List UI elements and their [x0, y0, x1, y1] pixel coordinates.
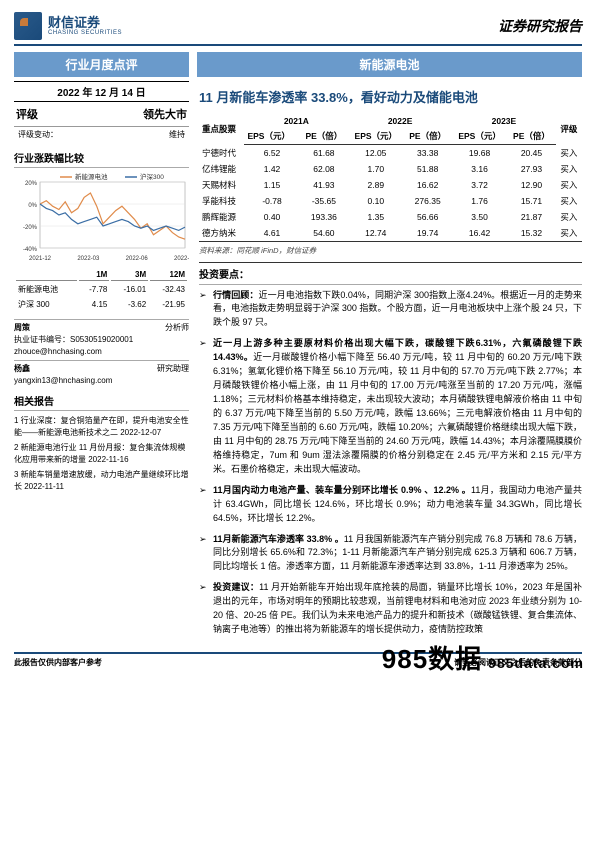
list-item: 1 行业深度：复合铜箔量产在即，提升电池安全性能——新能源电池新技术之二 202…: [14, 415, 189, 439]
logo-icon: [14, 12, 42, 40]
table-row: 天赐材料1.1541.932.8916.623.7212.90买入: [199, 177, 582, 193]
bullet-item: ➢近一月上游多种主要原材料价格出现大幅下跌，碳酸锂下跌6.31%，六氟磷酸锂下跌…: [199, 337, 582, 476]
list-item: 2 新能源电池行业 11 月份月报：复合集流体规模化应用带来新的增量 2022-…: [14, 442, 189, 466]
logo-en: CHASING SECURITIES: [48, 30, 122, 37]
logo-block: 财信证券 CHASING SECURITIES: [14, 12, 122, 40]
svg-text:2021-12: 2021-12: [29, 256, 52, 262]
table-row: 德方纳米4.6154.6012.7419.7416.4215.32买入: [199, 225, 582, 242]
perf-table: 1M3M12M新能源电池-7.78-16.01-32.43沪深 3004.15-…: [14, 267, 189, 313]
svg-text:新能源电池: 新能源电池: [75, 172, 108, 181]
report-title: 11 月新能车渗透率 33.8%，看好动力及储能电池: [199, 87, 582, 106]
bullet-item: ➢投资建议：11 月开始新能车开始出现年底抢装的局面，销量环比增长 10%，20…: [199, 581, 582, 637]
svg-text:-20%: -20%: [23, 225, 38, 231]
rating-row: 评级 领先大市: [14, 102, 189, 127]
footer-left: 此报告仅供内部客户参考: [14, 657, 102, 668]
bullet-item: ➢11月国内动力电池产量、装车量分别环比增长 0.9% 、12.2% 。11月，…: [199, 484, 582, 526]
band-left: 行业月度点评: [14, 52, 189, 77]
svg-text:2022-06: 2022-06: [126, 256, 149, 262]
doc-type: 证券研究报告: [498, 16, 582, 36]
report-header: 财信证券 CHASING SECURITIES 证券研究报告: [14, 12, 582, 46]
perf-chart: 20% 0% -20% -40% 2021-12 2022-03 2022-06 2022-0…: [14, 170, 189, 262]
rating-change: 评级变动： 维持: [14, 127, 189, 144]
bullet-item: ➢11月新能源汽车渗透率 33.8% 。11 月我国新能源汽车产销分别完成 76…: [199, 533, 582, 575]
main-content: 11 月新能车渗透率 33.8%，看好动力及储能电池 重点股票 2021A 20…: [199, 81, 582, 644]
stock-source: 资料来源：同花顺 iFinD，财信证券: [199, 245, 582, 256]
related-reports: 1 行业深度：复合铜箔量产在即，提升电池安全性能——新能源电池新技术之二 202…: [14, 415, 189, 493]
table-row: 鹏辉能源0.40193.361.3556.663.5021.87买入: [199, 209, 582, 225]
table-row: 孚能科技-0.78-35.650.10276.351.7615.71买入: [199, 193, 582, 209]
footer-right: 请务必阅读正文之后的免责条款部分: [454, 657, 582, 668]
svg-text:2022-09: 2022-09: [174, 256, 189, 262]
svg-text:20%: 20%: [25, 181, 38, 187]
report-date: 2022 年 12 月 14 日: [14, 81, 189, 102]
list-item: 3 新能车销量增速放缓，动力电池产量继续环比增长 2022-11-11: [14, 469, 189, 493]
perf-heading: 行业涨跌幅比较: [14, 150, 189, 168]
table-row: 新能源电池-7.78-16.01-32.43: [16, 283, 187, 296]
footer: 此报告仅供内部客户参考 请务必阅读正文之后的免责条款部分: [14, 652, 582, 668]
svg-text:0%: 0%: [28, 203, 37, 209]
sidebar: 2022 年 12 月 14 日 评级 领先大市 评级变动： 维持 行业涨跌幅比…: [14, 81, 189, 644]
rating-value: 领先大市: [143, 106, 187, 122]
svg-text:2022-03: 2022-03: [77, 256, 100, 262]
bullets: ➢行情回顾：近一月电池指数下跌0.04%，同期沪深 300指数上涨4.24%。根…: [199, 289, 582, 638]
table-row: 沪深 3004.15-3.62-21.95: [16, 298, 187, 311]
rating-label: 评级: [16, 106, 38, 122]
logo-cn: 财信证券: [48, 16, 122, 30]
svg-text:沪深300: 沪深300: [140, 172, 164, 181]
svg-text:-40%: -40%: [23, 247, 38, 253]
investment-heading: 投资要点：: [199, 262, 582, 285]
band-right: 新能源电池: [197, 52, 582, 77]
stock-table: 重点股票 2021A 2022E 2023E 评级 EPS（元） PE（倍） E…: [199, 114, 582, 242]
table-row: 亿纬锂能1.4262.081.7051.883.1627.93买入: [199, 161, 582, 177]
bullet-item: ➢行情回顾：近一月电池指数下跌0.04%，同期沪深 300指数上涨4.24%。根…: [199, 289, 582, 331]
table-row: 宁德时代6.5261.6812.0533.3819.6820.45买入: [199, 145, 582, 161]
reports-heading: 相关报告: [14, 393, 189, 411]
analysts: 周策分析师执业证书编号：S0530519020001zhouce@hnchasi…: [14, 319, 189, 387]
